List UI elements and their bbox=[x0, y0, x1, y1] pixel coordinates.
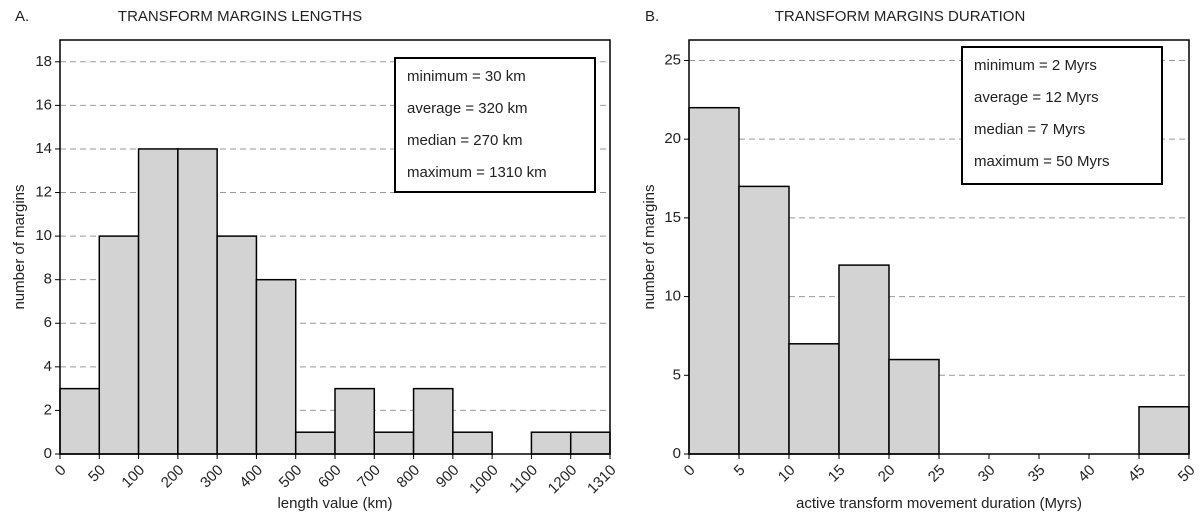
bar bbox=[255, 278, 297, 455]
y-tick-label: 6 bbox=[44, 314, 52, 331]
x-tick-label: 0 bbox=[681, 462, 699, 480]
bar bbox=[688, 106, 740, 455]
bar bbox=[838, 264, 890, 455]
x-tick-label: 50 bbox=[1175, 462, 1199, 486]
x-tick-label: 300 bbox=[197, 462, 227, 492]
bar bbox=[788, 343, 840, 455]
y-tick-label: 12 bbox=[35, 183, 52, 200]
chart-title: TRANSFORM MARGINS LENGTHS bbox=[118, 8, 362, 25]
stats-text: average = 12 Myrs bbox=[974, 89, 1099, 106]
x-tick-label: 5 bbox=[731, 462, 749, 480]
x-tick-label: 1310 bbox=[584, 462, 620, 498]
y-tick-label: 14 bbox=[35, 140, 52, 157]
bar bbox=[294, 431, 336, 455]
x-tick-label: 500 bbox=[276, 462, 306, 492]
stats-text: average = 320 km bbox=[407, 100, 528, 117]
stats-text: median = 270 km bbox=[407, 132, 522, 149]
bar bbox=[412, 387, 454, 455]
y-tick-label: 10 bbox=[35, 227, 52, 244]
plot-frame bbox=[59, 39, 611, 455]
x-tick-label: 30 bbox=[975, 462, 999, 486]
x-tick-label: 1100 bbox=[506, 462, 541, 497]
stats-text: minimum = 30 km bbox=[407, 68, 526, 85]
panel-label: B. bbox=[645, 8, 659, 25]
y-tick-label: 2 bbox=[44, 401, 52, 418]
x-tick-label: 35 bbox=[1025, 462, 1049, 486]
y-tick-label: 4 bbox=[44, 358, 52, 375]
bar bbox=[177, 148, 218, 455]
y-tick-label: 0 bbox=[673, 445, 681, 462]
stats-text: maximum = 1310 km bbox=[407, 164, 547, 181]
y-axis-label: number of margins bbox=[641, 184, 658, 309]
x-tick-label: 100 bbox=[118, 462, 148, 492]
stats-box bbox=[961, 46, 1163, 185]
bar bbox=[888, 358, 940, 455]
stats-box bbox=[394, 57, 596, 193]
bar bbox=[216, 235, 258, 455]
bar bbox=[59, 387, 101, 455]
bar bbox=[98, 235, 140, 455]
y-tick-label: 20 bbox=[664, 130, 681, 147]
panel-label: A. bbox=[15, 8, 29, 25]
x-tick-label: 0 bbox=[52, 462, 70, 480]
y-tick-label: 25 bbox=[664, 51, 681, 68]
x-tick-label: 50 bbox=[85, 462, 109, 486]
x-tick-label: 200 bbox=[158, 462, 188, 492]
x-tick-label: 800 bbox=[393, 462, 423, 492]
bar bbox=[137, 148, 179, 455]
bar bbox=[373, 431, 415, 455]
x-axis-label: active transform movement duration (Myrs… bbox=[796, 495, 1082, 512]
y-tick-label: 10 bbox=[664, 288, 681, 305]
bar bbox=[569, 431, 611, 455]
x-tick-label: 40 bbox=[1075, 462, 1099, 486]
bar bbox=[1138, 406, 1190, 455]
x-tick-label: 25 bbox=[925, 462, 949, 486]
stats-text: median = 7 Myrs bbox=[974, 121, 1085, 138]
y-tick-label: 8 bbox=[44, 271, 52, 288]
stats-text: minimum = 2 Myrs bbox=[974, 57, 1097, 74]
x-tick-label: 15 bbox=[825, 462, 849, 486]
y-tick-label: 0 bbox=[44, 445, 52, 462]
plot-frame bbox=[688, 39, 1190, 455]
x-tick-label: 20 bbox=[875, 462, 899, 486]
x-tick-label: 900 bbox=[433, 462, 463, 492]
x-tick-label: 1200 bbox=[545, 462, 581, 498]
y-tick-label: 18 bbox=[35, 53, 52, 70]
bar bbox=[334, 387, 376, 455]
x-tick-label: 45 bbox=[1125, 462, 1149, 486]
stats-text: maximum = 50 Myrs bbox=[974, 153, 1109, 170]
x-tick-label: 10 bbox=[775, 462, 799, 486]
x-tick-label: 600 bbox=[315, 462, 345, 492]
x-axis-label: length value (km) bbox=[277, 495, 392, 512]
bar bbox=[738, 185, 790, 455]
bar bbox=[530, 431, 572, 455]
y-tick-label: 16 bbox=[35, 96, 52, 113]
x-tick-label: 400 bbox=[236, 462, 266, 492]
y-axis-label: number of margins bbox=[11, 184, 28, 309]
y-tick-label: 15 bbox=[664, 209, 681, 226]
x-tick-label: 700 bbox=[354, 462, 384, 492]
y-tick-label: 5 bbox=[673, 366, 681, 383]
x-tick-label: 1000 bbox=[466, 462, 502, 498]
chart-title: TRANSFORM MARGINS DURATION bbox=[775, 8, 1026, 25]
bar bbox=[452, 431, 493, 455]
